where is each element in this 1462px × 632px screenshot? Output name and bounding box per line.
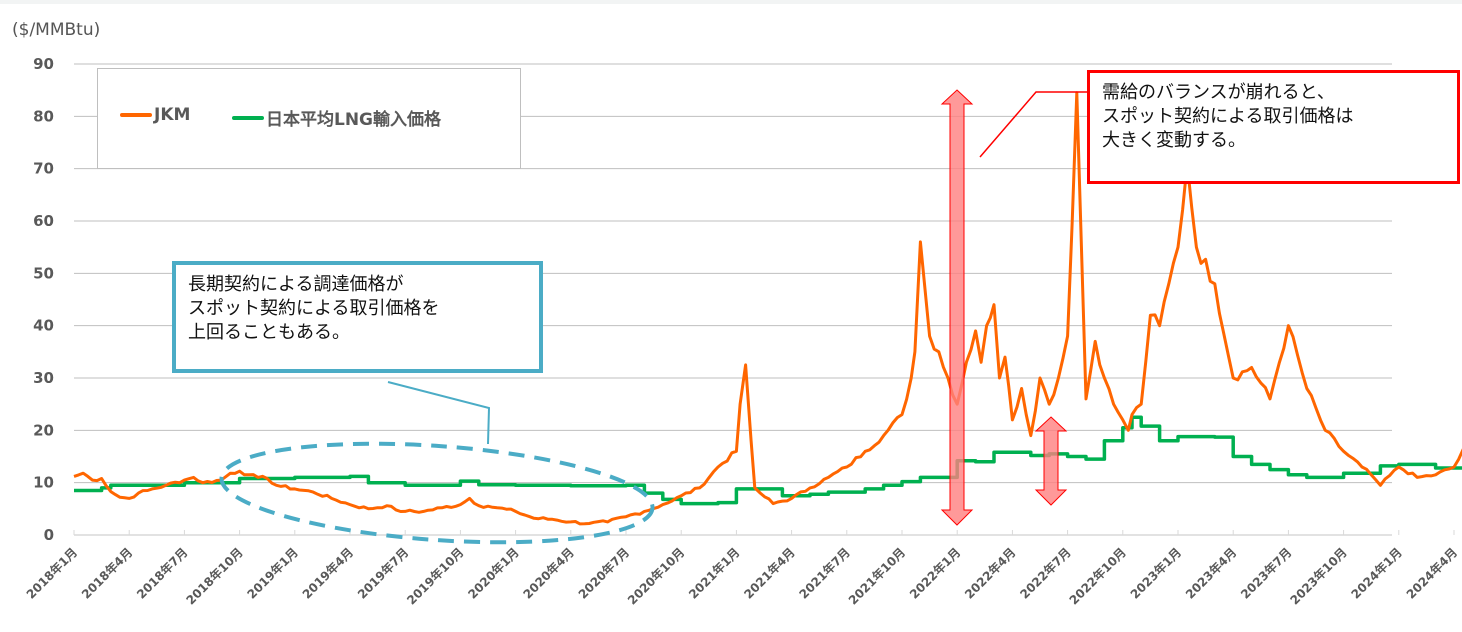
x-tick-label: 2023年1月: [1127, 545, 1184, 602]
y-tick-label: 60: [33, 212, 54, 230]
x-axis: [73, 530, 1455, 536]
x-tick-label: 2022年1月: [906, 545, 963, 602]
y-tick-label: 10: [33, 474, 54, 492]
callout-text-line: スポット契約による取引価格は: [1102, 106, 1354, 127]
double-arrow-large: [940, 89, 974, 526]
x-tick-label: 2023年4月: [1182, 545, 1239, 602]
y-tick-label: 80: [33, 107, 54, 125]
y-tick-label: 70: [33, 160, 54, 178]
y-tick-label: 90: [33, 55, 54, 73]
callout-text-line: 長期契約による調達価格が: [188, 274, 404, 295]
x-tick-label: 2021年4月: [741, 545, 798, 602]
callout-text-line: 需給のバランスが崩れると、: [1102, 82, 1335, 103]
x-tick-label: 2020年7月: [575, 545, 632, 602]
legend-swatch-orange: [120, 113, 152, 117]
x-tick-label: 2020年10月: [624, 545, 687, 608]
x-tick-label: 2018年4月: [78, 545, 135, 602]
legend-item-japan-lng: 日本平均LNG輸入価格: [232, 105, 441, 130]
y-tick-label: 30: [33, 369, 54, 387]
x-tick-label: 2023年10月: [1287, 545, 1350, 608]
callout-text-line: スポット契約による取引価格を: [188, 298, 440, 319]
double-arrow-small: [1034, 416, 1068, 506]
x-tick-label: 2018年7月: [133, 545, 190, 602]
x-tick-label: 2021年7月: [796, 545, 853, 602]
blue-callout-connector: [387, 381, 491, 445]
x-tick-label: 2019年1月: [244, 545, 301, 602]
legend-label: 日本平均LNG輸入価格: [266, 110, 442, 130]
top-bar: [0, 0, 1462, 4]
y-axis-unit-label: ($/MMBtu): [12, 20, 101, 40]
legend-item-jkm: JKM: [120, 105, 190, 125]
callout-blue-long-term: 長期契約による調達価格が スポット契約による取引価格を 上回ることもある。: [172, 261, 543, 373]
x-tick-label: 2019年7月: [354, 545, 411, 602]
callout-text-line: 大きく変動する。: [1102, 130, 1246, 151]
x-tick-label: 2023年7月: [1237, 545, 1294, 602]
x-axis-labels: 2018年1月2018年4月2018年7月2018年10月2019年1月2019…: [23, 545, 1460, 608]
dashed-ellipse-highlight: [219, 441, 655, 545]
y-tick-label: 0: [44, 526, 54, 544]
x-tick-label: 2024年1月: [1348, 545, 1405, 602]
x-tick-label: 2024年4月: [1403, 545, 1460, 602]
x-tick-label: 2018年10月: [183, 545, 246, 608]
chart-legend: JKM 日本平均LNG輸入価格: [97, 68, 521, 169]
x-tick-label: 2021年1月: [685, 545, 742, 602]
red-callout-connector: [979, 91, 1088, 158]
callout-red-volatility: 需給のバランスが崩れると、 スポット契約による取引価格は 大きく変動する。: [1087, 70, 1460, 184]
x-tick-label: 2020年4月: [520, 545, 577, 602]
y-tick-label: 20: [33, 421, 54, 439]
legend-label: JKM: [154, 105, 191, 125]
x-tick-label: 2022年7月: [1017, 545, 1074, 602]
x-tick-label: 2019年10月: [404, 545, 467, 608]
y-axis-ticks: 0 10 20 30 40 50 60 70 80 90: [33, 55, 54, 544]
x-tick-label: 2021年10月: [845, 545, 908, 608]
y-tick-label: 50: [33, 264, 54, 282]
legend-swatch-green: [232, 115, 264, 120]
x-tick-label: 2019年4月: [299, 545, 356, 602]
callout-text-line: 上回ることもある。: [188, 322, 350, 343]
x-tick-label: 2018年1月: [23, 545, 80, 602]
x-tick-label: 2020年1月: [465, 545, 522, 602]
y-tick-label: 40: [33, 317, 54, 335]
x-tick-label: 2022年4月: [961, 545, 1018, 602]
x-tick-label: 2022年10月: [1066, 545, 1129, 608]
series-line-jkm: [73, 91, 1462, 526]
